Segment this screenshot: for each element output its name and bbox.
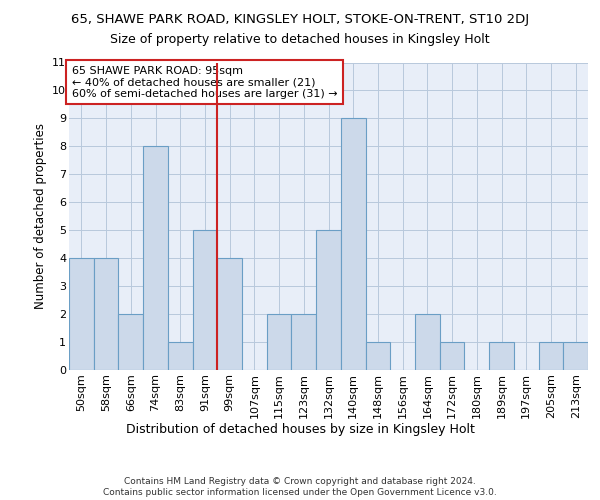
Bar [193, 230, 217, 370]
Text: Distribution of detached houses by size in Kingsley Holt: Distribution of detached houses by size … [125, 422, 475, 436]
Text: 65, SHAWE PARK ROAD, KINGSLEY HOLT, STOKE-ON-TRENT, ST10 2DJ: 65, SHAWE PARK ROAD, KINGSLEY HOLT, STOK… [71, 12, 529, 26]
Bar [341, 118, 365, 370]
Bar [292, 314, 316, 370]
Bar [94, 258, 118, 370]
Bar [563, 342, 588, 370]
Text: 65 SHAWE PARK ROAD: 95sqm
← 40% of detached houses are smaller (21)
60% of semi-: 65 SHAWE PARK ROAD: 95sqm ← 40% of detac… [71, 66, 337, 99]
Y-axis label: Number of detached properties: Number of detached properties [34, 123, 47, 309]
Bar [489, 342, 514, 370]
Bar [69, 258, 94, 370]
Bar [539, 342, 563, 370]
Bar [440, 342, 464, 370]
Bar [143, 146, 168, 370]
Bar [168, 342, 193, 370]
Bar [415, 314, 440, 370]
Bar [217, 258, 242, 370]
Bar [267, 314, 292, 370]
Text: Contains HM Land Registry data © Crown copyright and database right 2024.
Contai: Contains HM Land Registry data © Crown c… [103, 478, 497, 497]
Text: Size of property relative to detached houses in Kingsley Holt: Size of property relative to detached ho… [110, 32, 490, 46]
Bar [316, 230, 341, 370]
Bar [118, 314, 143, 370]
Bar [365, 342, 390, 370]
